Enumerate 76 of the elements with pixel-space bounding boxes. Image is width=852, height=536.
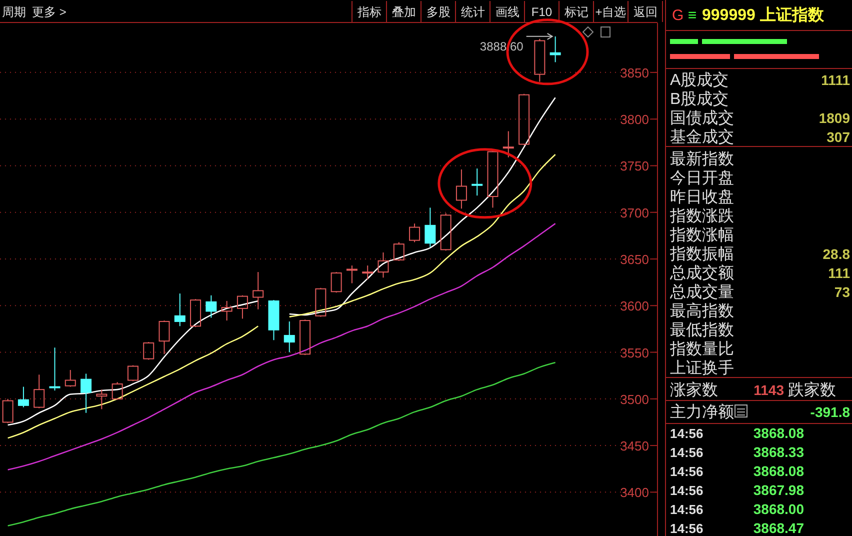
candlestick <box>362 265 374 280</box>
text: 1809 <box>818 110 850 126</box>
line-series <box>7 222 556 470</box>
candlestick <box>206 294 217 318</box>
category-label: 今日开盘 <box>670 170 734 187</box>
text: 73 <box>834 284 850 300</box>
candlestick <box>502 130 514 158</box>
text: 307 <box>826 129 850 145</box>
y-tick-label: 3750 <box>620 158 649 174</box>
text: 3868.08 <box>753 425 804 441</box>
text: 1143 <box>754 382 784 398</box>
category-label: 14:56 <box>670 521 704 536</box>
text: 111 <box>828 265 850 281</box>
category-label: 国债成交 <box>670 109 734 127</box>
candlestick <box>550 36 561 63</box>
category-label: 叠加 <box>392 5 416 19</box>
text: 999999 上证指数 <box>702 6 825 24</box>
category-label: 返回 <box>633 5 658 19</box>
category-label: 14:56 <box>670 483 704 498</box>
category-label: B股成交 <box>670 90 729 108</box>
text: -391.8 <box>810 404 850 420</box>
candlestick <box>284 320 295 353</box>
category-label: 主力净额 <box>670 403 734 421</box>
category-label: 画线 <box>495 5 520 19</box>
category-label: A股成交 <box>670 71 729 89</box>
category-label: 统计 <box>460 5 485 19</box>
y-tick-label: 3700 <box>620 205 649 220</box>
text: 3868.47 <box>753 520 804 536</box>
candlestick <box>424 207 436 248</box>
category-label: 指标 <box>356 5 382 19</box>
y-tick-label: 3650 <box>620 252 649 267</box>
candlestick <box>456 168 467 210</box>
text: 3868.00 <box>753 501 804 517</box>
y-tick-label: 3450 <box>620 438 649 454</box>
candlestick <box>252 272 264 310</box>
text: 3867.98 <box>753 482 804 498</box>
category-label: 基金成交 <box>670 128 734 146</box>
category-label: 多股 <box>426 5 450 19</box>
category-label: 最高指数 <box>670 302 734 320</box>
y-tick-label: 3850 <box>620 65 649 80</box>
y-tick-label: 3550 <box>620 345 649 360</box>
category-label: 总成交量 <box>669 283 734 301</box>
y-tick-label: 3600 <box>620 298 649 314</box>
category-label: 最低指数 <box>670 321 734 339</box>
category-label: 指数量比 <box>669 340 734 358</box>
category-label: F10 <box>531 5 552 19</box>
text: 28.8 <box>822 246 850 262</box>
category-label: 指数涨幅 <box>669 226 734 244</box>
candlestick <box>221 300 232 322</box>
candlestick <box>378 252 389 278</box>
text: 3868.08 <box>753 463 804 479</box>
category-label: 上证换手 <box>670 359 734 377</box>
line-series <box>7 362 556 526</box>
text: 1111 <box>821 72 850 88</box>
y-tick-label: 3400 <box>620 485 649 500</box>
candlestick <box>472 168 483 196</box>
category-label: +自选 <box>595 5 626 19</box>
text: G ≡ <box>672 7 697 24</box>
candlestick <box>80 373 92 414</box>
category-label: 总成交额 <box>669 264 734 282</box>
category-label: 涨家数 <box>670 381 718 399</box>
category-label: 指数涨跌 <box>669 207 734 225</box>
text: 3868.33 <box>753 444 804 460</box>
y-tick-label: 3800 <box>620 112 649 128</box>
category-label: 昨日收盘 <box>670 189 734 206</box>
category-label: 14:56 <box>670 445 704 460</box>
y-tick-label: 3500 <box>620 392 649 407</box>
text: 周期 <box>2 5 26 19</box>
category-label: 14:56 <box>670 502 704 517</box>
text: 跌家数 <box>788 381 836 399</box>
category-label: 最新指数 <box>670 150 734 168</box>
category-label: 14:56 <box>670 426 704 441</box>
category-label: 指数振幅 <box>669 245 734 263</box>
text: 更多 > <box>32 5 66 19</box>
category-label: 14:56 <box>670 464 704 479</box>
category-label: 标记 <box>563 5 588 19</box>
